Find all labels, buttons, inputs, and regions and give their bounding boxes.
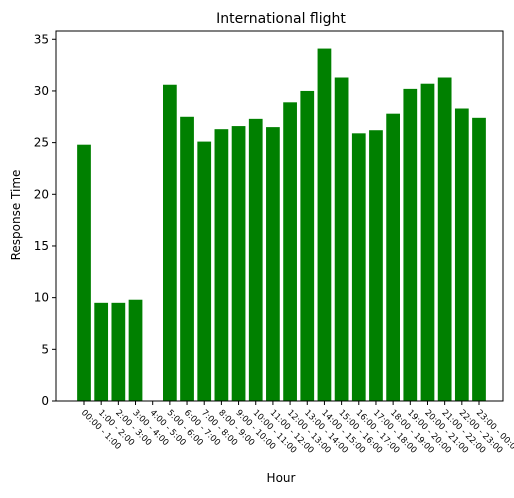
y-tick-label: 20: [34, 187, 49, 201]
bar-21: [438, 78, 452, 401]
bar-16: [352, 133, 366, 401]
bar-12: [283, 102, 297, 401]
chart-title: International flight: [216, 11, 346, 27]
bar-19: [403, 89, 417, 401]
bar-3: [129, 300, 143, 401]
bar-22: [455, 109, 469, 401]
x-axis-ticks: 00:00 - 1:001:00 - 2:002:00 - 3:003:00 -…: [79, 401, 514, 456]
bar-8: [215, 129, 229, 401]
bar-18: [386, 114, 400, 401]
bar-0: [77, 145, 91, 401]
bar-23: [472, 118, 486, 401]
bars-layer: [77, 49, 486, 401]
bar-2: [111, 303, 125, 401]
bar-7: [197, 142, 211, 401]
y-tick-label: 15: [34, 239, 49, 253]
y-tick-label: 10: [34, 291, 49, 305]
bar-17: [369, 130, 383, 401]
y-tick-label: 5: [41, 342, 49, 356]
bar-20: [421, 84, 435, 401]
y-tick-label: 30: [34, 84, 49, 98]
bar-10: [249, 119, 263, 401]
y-tick-label: 0: [41, 394, 49, 408]
y-tick-label: 35: [34, 32, 49, 46]
bar-14: [318, 49, 332, 401]
bar-6: [180, 117, 194, 401]
bar-15: [335, 78, 349, 401]
bar-11: [266, 127, 280, 401]
y-tick-label: 25: [34, 136, 49, 150]
bar-9: [232, 126, 246, 401]
y-axis-ticks: 0 5 10 15 20 25 30 35: [34, 32, 56, 408]
y-axis-label: Response Time: [9, 170, 23, 261]
bar-1: [94, 303, 108, 401]
x-axis-label: Hour: [267, 471, 296, 485]
bar-5: [163, 85, 177, 401]
bar-13: [300, 91, 314, 401]
